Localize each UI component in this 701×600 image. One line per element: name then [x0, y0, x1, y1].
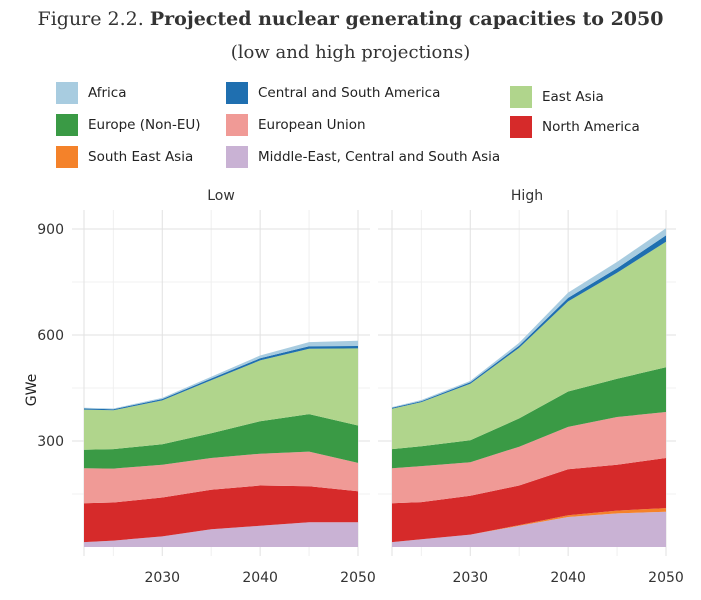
chart-title: Figure 2.2. Projected nuclear generating… [0, 8, 701, 30]
legend-item-northamerica: North America [510, 116, 640, 138]
area-low-mecsa [84, 522, 358, 547]
legend-swatch-mecsa [226, 146, 248, 168]
chart-subtitle: (low and high projections) [230, 42, 471, 63]
area-high-eastasia [392, 241, 666, 450]
legend-swatch-eastasia [510, 86, 532, 108]
legend-label-africa: Africa [88, 85, 127, 101]
chart-title-main: Projected nuclear generating capacities … [149, 8, 664, 30]
legend-item-europe_noneu: Europe (Non-EU) [56, 114, 201, 136]
legend-item-sea: South East Asia [56, 146, 193, 168]
area-high-sea [392, 508, 666, 543]
legend-swatch-africa [56, 82, 78, 104]
legend-label-csa: Central and South America [258, 85, 441, 101]
legend-item-eu: European Union [226, 114, 366, 136]
x-tick-label: 2050 [648, 570, 684, 586]
area-low-eastasia [84, 348, 358, 450]
legend-label-mecsa: Middle-East, Central and South Asia [258, 149, 501, 165]
y-tick-label: 900 [37, 222, 64, 238]
y-tick-label: 600 [37, 328, 64, 344]
area-high-eu [392, 412, 666, 504]
legend-item-eastasia: East Asia [510, 86, 604, 108]
legend-swatch-csa [226, 82, 248, 104]
area-low-eu [84, 451, 358, 504]
legend-label-northamerica: North America [542, 119, 640, 135]
x-tick-label: 2040 [242, 570, 278, 586]
legend-swatch-europe_noneu [56, 114, 78, 136]
legend-item-csa: Central and South America [226, 82, 440, 104]
legend-label-eu: European Union [258, 117, 366, 133]
legend-item-mecsa: Middle-East, Central and South Asia [226, 146, 500, 168]
panel-label-high: High [511, 188, 543, 204]
panel-label-low: Low [207, 188, 235, 204]
y-axis-label: GWe [24, 374, 40, 406]
legend-swatch-sea [56, 146, 78, 168]
legend-label-europe_noneu: Europe (Non-EU) [88, 117, 201, 133]
area-high-mecsa [392, 511, 666, 547]
area-low-europe_noneu [84, 414, 358, 469]
area-low-northamerica [84, 485, 358, 543]
figure-number: Figure 2.2. [37, 8, 144, 30]
x-tick-label: 2050 [340, 570, 376, 586]
legend-item-africa: Africa [56, 82, 127, 104]
x-tick-label: 2030 [452, 570, 488, 586]
area-high-northamerica [392, 458, 666, 543]
legend-swatch-eu [226, 114, 248, 136]
x-tick-label: 2030 [144, 570, 180, 586]
y-tick-label: 300 [37, 434, 64, 450]
legend-label-eastasia: East Asia [542, 89, 604, 105]
legend-label-sea: South East Asia [88, 149, 194, 165]
x-tick-label: 2040 [550, 570, 586, 586]
area-high-europe_noneu [392, 367, 666, 469]
legend-swatch-northamerica [510, 116, 532, 138]
